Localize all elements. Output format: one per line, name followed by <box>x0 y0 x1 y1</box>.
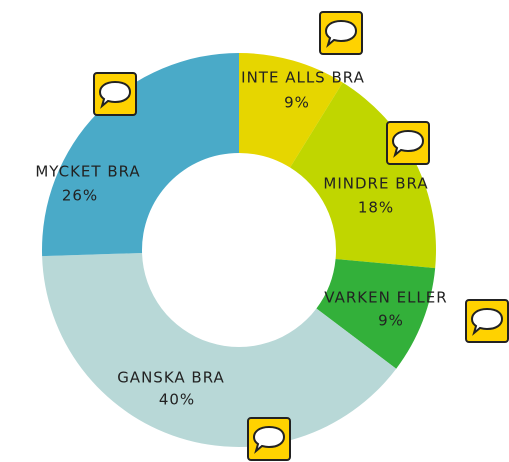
slice-value-label: 9% <box>284 94 310 112</box>
slice-value-label: 18% <box>358 199 394 217</box>
comment-icon[interactable] <box>386 121 430 165</box>
slice-value-label: 9% <box>378 312 404 330</box>
slice-label: MINDRE BRA <box>323 175 428 193</box>
slice-value-label: 40% <box>159 391 195 409</box>
slice-label: GANSKA BRA <box>117 369 225 387</box>
donut-slice <box>239 53 343 168</box>
donut-slice <box>316 258 436 369</box>
donut-slice <box>290 82 436 269</box>
slice-value-label: 26% <box>62 187 98 205</box>
donut-slice <box>42 53 239 257</box>
slice-label: VARKEN ELLER <box>324 289 447 307</box>
slice-label: MYCKET BRA <box>35 163 140 181</box>
donut-slice <box>42 252 397 448</box>
comment-icon[interactable] <box>319 11 363 55</box>
slice-label: INTE ALLS BRA <box>241 69 365 87</box>
comment-icon[interactable] <box>465 299 509 343</box>
comment-icon[interactable] <box>247 417 291 461</box>
comment-icon[interactable] <box>93 72 137 116</box>
